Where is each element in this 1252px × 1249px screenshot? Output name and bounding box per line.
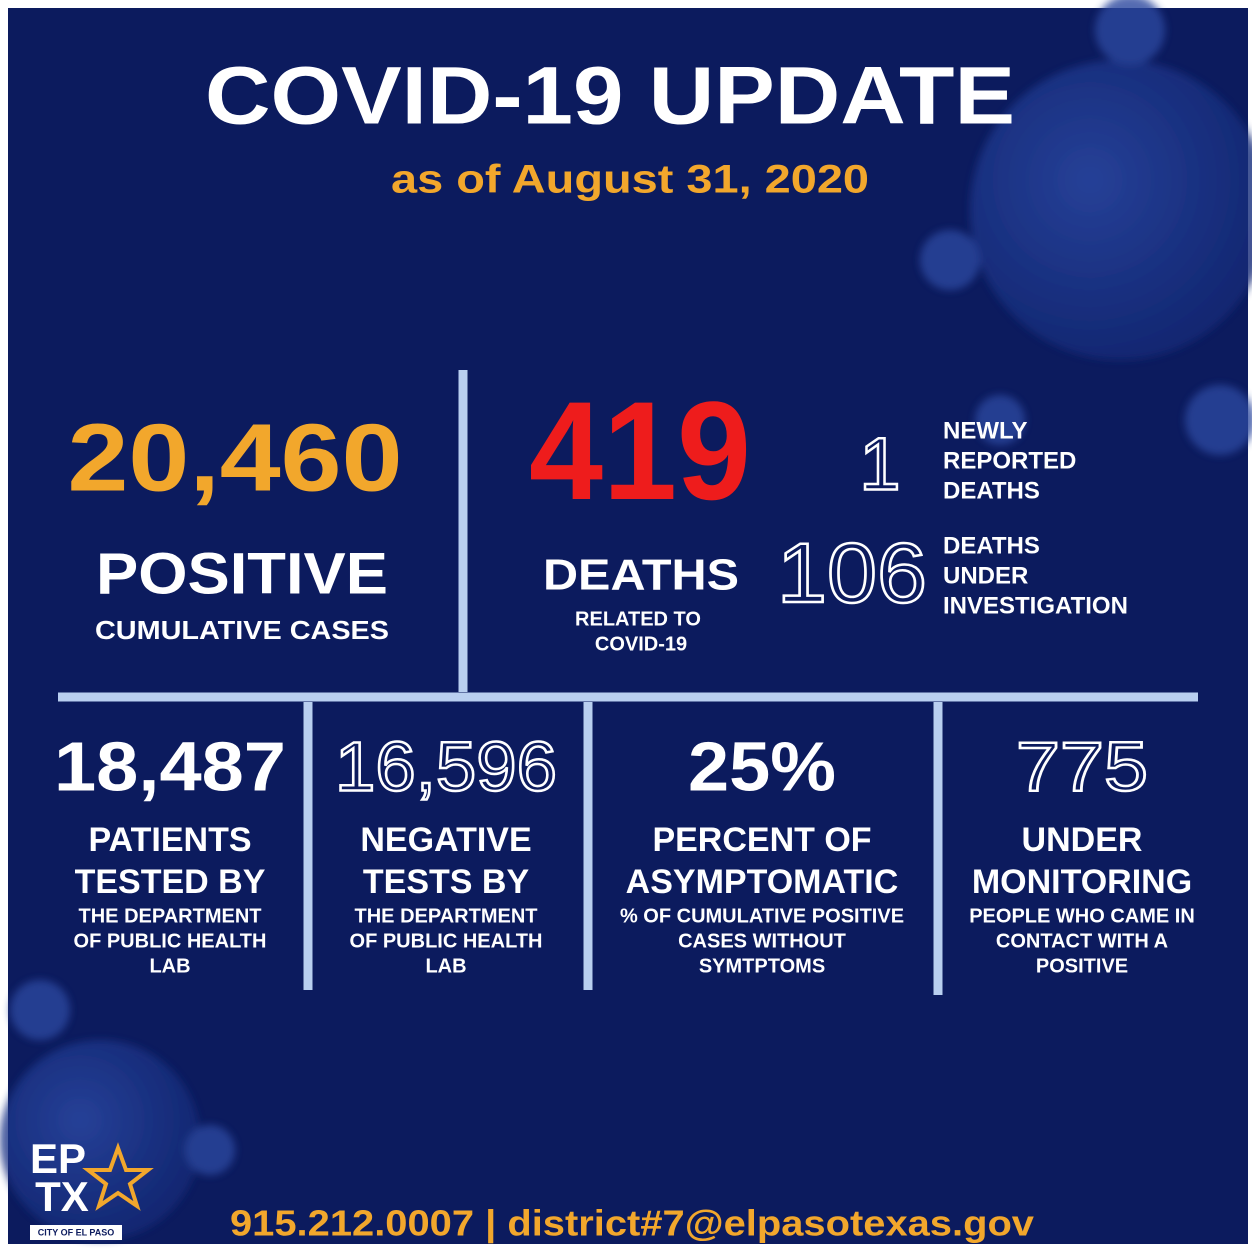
panel-description: THE DEPARTMENT [79,905,262,927]
panel-description: CASES WITHOUT [678,930,846,952]
panel-title: NEGATIVE [360,821,531,859]
deaths-label: DEATHS [543,551,739,600]
panel-description: OF PUBLIC HEALTH [350,930,543,952]
panel-description: OF PUBLIC HEALTH [74,930,267,952]
new-deaths-label: DEATHS [943,477,1040,504]
panel-description: LAB [149,955,190,977]
panel-description: PEOPLE WHO CAME IN [969,905,1195,927]
deaths-sublabel: RELATED TO [575,608,701,630]
logo-text: TX [35,1173,89,1220]
positive-label: POSITIVE [96,541,388,606]
positive-value: 20,460 [68,404,403,511]
title: COVID-19 UPDATE [205,51,1015,142]
new-deaths-label: REPORTED [943,447,1076,474]
panel-value: 18,487 [54,727,286,805]
panel-title: TESTED BY [75,863,266,901]
panel-description: THE DEPARTMENT [355,905,538,927]
subtitle: as of August 31, 2020 [391,158,869,202]
panel-title: ASYMPTOMATIC [626,863,899,901]
panel-description: CONTACT WITH A [996,930,1168,952]
panel-title: PATIENTS [88,821,251,859]
panel-description: POSITIVE [1036,955,1128,977]
panel-value: 775 [1016,727,1148,805]
deaths-sublabel: COVID-19 [595,633,687,655]
footer-contact: 915.212.0007 | district#7@elpasotexas.go… [230,1203,1034,1245]
infographic: COVID-19 UPDATE as of August 31, 2020 20… [0,0,1252,1249]
panel-description: % OF CUMULATIVE POSITIVE [620,905,904,927]
investigation-label: INVESTIGATION [943,592,1128,619]
logo-caption: CITY OF EL PASO [38,1227,115,1237]
panel-description: LAB [425,955,466,977]
investigation-label: DEATHS [943,532,1040,559]
panel-value: 25% [688,727,836,805]
new-deaths-label: NEWLY [943,417,1027,444]
new-deaths-value: 1 [859,423,900,506]
panel-title: TESTS BY [363,863,530,901]
deaths-value: 419 [529,372,751,529]
panel-title: PERCENT OF [652,821,871,859]
panel-title: UNDER [1022,821,1143,859]
positive-sublabel: CUMULATIVE CASES [95,615,389,645]
panel-value: 16,596 [335,727,557,805]
panel-title: MONITORING [972,863,1192,901]
panel-description: SYMTPTOMS [699,955,825,977]
investigation-value: 106 [777,526,927,620]
investigation-label: UNDER [943,562,1028,589]
